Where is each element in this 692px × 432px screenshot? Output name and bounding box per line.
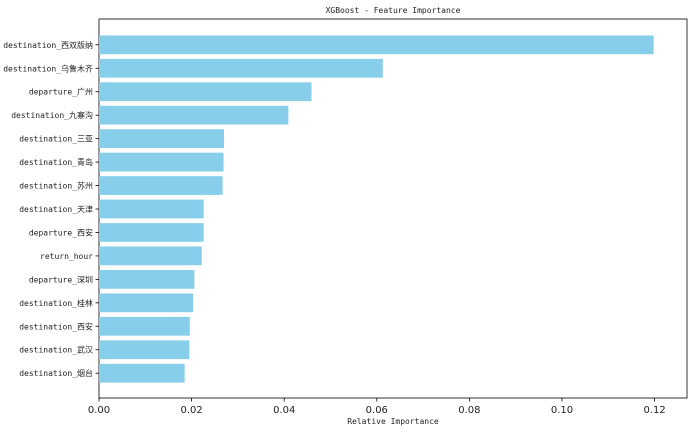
y-tick-label: departure_深圳 bbox=[29, 274, 93, 284]
x-tick-label: 0.06 bbox=[366, 405, 388, 416]
bar bbox=[99, 246, 202, 266]
bar bbox=[99, 199, 204, 219]
bar bbox=[99, 363, 185, 383]
y-tick-label: departure_西安 bbox=[29, 227, 93, 237]
y-tick-label: destination_三亚 bbox=[19, 135, 93, 144]
bar bbox=[99, 58, 383, 78]
x-tick-label: 0.10 bbox=[551, 405, 573, 416]
bar bbox=[99, 223, 204, 242]
y-tick-label: destination_青岛 bbox=[19, 157, 93, 167]
bar bbox=[99, 176, 223, 195]
x-axis-label: Relative Importance bbox=[347, 417, 439, 426]
x-tick-label: 0.04 bbox=[273, 405, 295, 416]
bar bbox=[99, 316, 190, 336]
y-tick-label: destination_九寨沟 bbox=[11, 110, 93, 120]
y-tick-label: destination_桂林 bbox=[19, 298, 93, 308]
bar bbox=[99, 340, 190, 360]
y-axis: destination_西双版纳 destination_乌鲁木齐 departur… bbox=[3, 40, 99, 378]
y-tick-label: destination_武汉 bbox=[19, 345, 93, 355]
y-tick-label: destination_苏州 bbox=[19, 181, 93, 191]
y-tick-label: destination_天津 bbox=[19, 204, 93, 214]
bar bbox=[99, 129, 225, 149]
y-tick-label: destination_西双版纳 bbox=[3, 40, 93, 50]
bar bbox=[99, 293, 193, 313]
bar bbox=[99, 152, 224, 172]
chart-title: XGBoost - Feature Importance bbox=[326, 6, 461, 15]
bar bbox=[99, 269, 195, 289]
y-tick-label: destination_乌鲁木齐 bbox=[3, 63, 93, 73]
y-tick-label: destination_西安 bbox=[19, 321, 93, 331]
x-tick-label: 0.00 bbox=[88, 405, 110, 416]
bar bbox=[99, 82, 312, 102]
y-tick-label: destination_烟台 bbox=[19, 368, 93, 378]
y-tick-label: departure_广州 bbox=[29, 87, 93, 97]
bar-group bbox=[99, 35, 654, 383]
x-tick-label: 0.02 bbox=[180, 405, 202, 416]
bar bbox=[99, 105, 289, 125]
x-axis: 0.00 0.02 0.04 0.06 0.08 0.10 0.12 bbox=[88, 398, 666, 416]
x-tick-label: 0.08 bbox=[458, 405, 480, 416]
y-tick-label: return_hour bbox=[40, 252, 93, 261]
bar bbox=[99, 35, 654, 55]
x-tick-label: 0.12 bbox=[643, 405, 665, 416]
